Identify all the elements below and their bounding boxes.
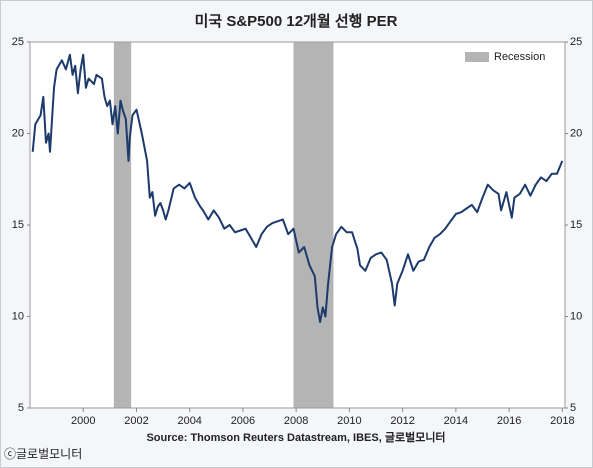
recession-band <box>293 42 334 408</box>
x-tick-label: 2000 <box>71 415 95 427</box>
per-line <box>31 53 564 323</box>
x-tick-label: 2008 <box>284 415 308 427</box>
x-tick-label: 2012 <box>390 415 414 427</box>
y2-tick-label: 20 <box>570 127 582 139</box>
x-tick-label: 2018 <box>550 415 574 427</box>
x-tick-label: 2006 <box>231 415 255 427</box>
y2-tick-label: 25 <box>570 36 582 48</box>
source: Source: Thomson Reuters Datastream, IBES… <box>146 430 445 444</box>
recession-band <box>113 42 132 408</box>
x-tick-label: 2010 <box>337 415 361 427</box>
x-tick-label: 2014 <box>444 415 468 427</box>
legend-swatch <box>465 52 489 62</box>
x-tick-label: 2002 <box>124 415 148 427</box>
y-tick-label: 10 <box>12 310 24 322</box>
y-tick-label: 15 <box>12 219 24 231</box>
copyright: ⓒ글로벌모니터 <box>4 447 82 461</box>
y2-tick-label: 15 <box>570 219 582 231</box>
y-tick-label: 25 <box>12 36 24 48</box>
y2-tick-label: 5 <box>570 402 576 414</box>
y-tick-label: 20 <box>12 127 24 139</box>
chart-title: 미국 S&P500 12개월 선행 PER <box>195 12 398 30</box>
x-tick-label: 2016 <box>497 415 521 427</box>
y2-tick-label: 10 <box>570 310 582 322</box>
legend-label: Recession <box>494 51 545 63</box>
x-tick-label: 2004 <box>177 415 201 427</box>
y-tick-label: 5 <box>18 402 24 414</box>
